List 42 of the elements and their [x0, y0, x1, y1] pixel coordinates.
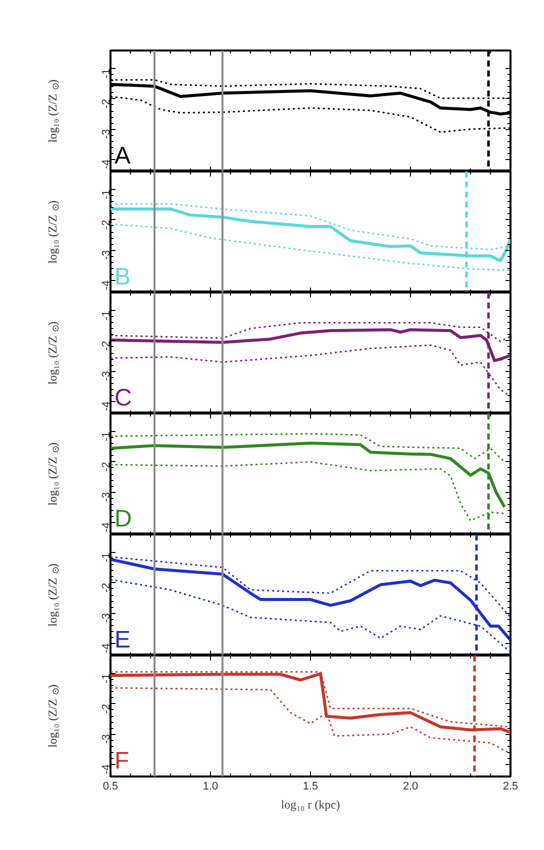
y-tick-label: -4 [100, 159, 112, 170]
x-tick-label: 0.5 [102, 780, 118, 792]
y-axis-title: log₁₀ (Z/Z⊙) [46, 563, 60, 627]
y-tick-label: -4 [100, 522, 112, 532]
y-tick-label: -1 [100, 310, 112, 320]
y-tick-label: -2 [100, 582, 112, 593]
y-tick-label: -3 [100, 613, 112, 623]
y-axis-title: log₁₀ (Z/Z⊙) [46, 321, 60, 385]
annotation: F [114, 748, 130, 774]
x-tick-label: 2.0 [402, 780, 418, 792]
y-tick-label: -2 [100, 462, 112, 472]
x-tick-label: 1.5 [302, 780, 318, 792]
x-tick-label: 1.0 [202, 780, 218, 792]
y-tick-label: -4 [100, 401, 112, 412]
y-axis-title: log₁₀ (Z/Z⊙) [46, 442, 60, 506]
y-tick-label: -3 [100, 734, 112, 744]
y-tick-label: -1 [100, 674, 112, 684]
y-tick-label: -1 [100, 68, 112, 78]
y-tick-label: -1 [100, 432, 112, 442]
y-axis-title: log₁₀ (Z/Z⊙) [46, 79, 60, 143]
y-axis-title: log₁₀ (Z/Z⊙) [46, 200, 60, 264]
y-tick-label: -1 [100, 552, 112, 562]
y-tick-label: -3 [100, 371, 112, 381]
y-tick-label: -2 [100, 98, 112, 109]
y-tick-label: -4 [100, 764, 112, 774]
y-tick-label: -3 [100, 129, 112, 139]
annotation: A [114, 142, 131, 170]
y-tick-label: -3 [100, 492, 112, 502]
annotation: D [114, 506, 132, 532]
x-axis-title: log₁₀ r (kpc) [280, 798, 340, 812]
y-tick-label: -4 [100, 280, 112, 290]
annotation: C [114, 384, 132, 412]
y-tick-label: -1 [100, 190, 112, 200]
y-tick-label: -2 [100, 340, 112, 351]
y-tick-label: -4 [100, 643, 112, 654]
y-tick-label: -2 [100, 220, 112, 230]
y-tick-label: -3 [100, 250, 112, 260]
y-axis-title: log₁₀ (Z/Z⊙) [46, 684, 60, 748]
annotation: E [114, 626, 131, 654]
x-tick-label: 2.5 [502, 780, 518, 792]
annotation: B [114, 264, 131, 290]
y-tick-label: -2 [100, 704, 112, 714]
